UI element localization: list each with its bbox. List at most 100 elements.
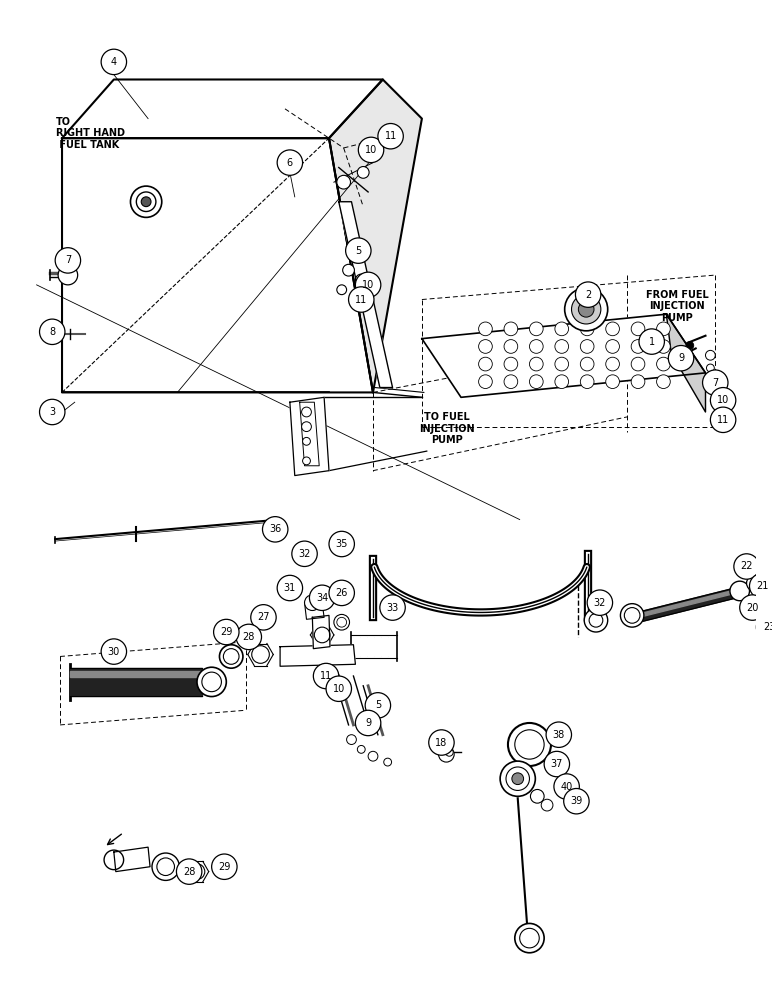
Circle shape bbox=[343, 264, 354, 276]
Circle shape bbox=[631, 340, 645, 353]
Circle shape bbox=[355, 272, 381, 298]
Text: 11: 11 bbox=[355, 295, 367, 305]
Circle shape bbox=[546, 722, 571, 747]
Circle shape bbox=[479, 322, 493, 336]
Circle shape bbox=[606, 322, 619, 336]
Circle shape bbox=[438, 746, 454, 762]
Text: 10: 10 bbox=[362, 280, 374, 290]
Circle shape bbox=[564, 288, 608, 331]
Circle shape bbox=[479, 357, 493, 371]
Text: 39: 39 bbox=[571, 796, 583, 806]
Circle shape bbox=[358, 137, 384, 163]
Text: 38: 38 bbox=[553, 730, 565, 740]
Circle shape bbox=[189, 864, 205, 879]
Polygon shape bbox=[290, 397, 329, 476]
Text: 29: 29 bbox=[218, 862, 231, 872]
Text: 11: 11 bbox=[320, 671, 332, 681]
Text: 7: 7 bbox=[65, 255, 71, 265]
Text: 34: 34 bbox=[316, 593, 328, 603]
Text: 10: 10 bbox=[365, 145, 378, 155]
Text: 7: 7 bbox=[712, 378, 719, 388]
Polygon shape bbox=[367, 637, 372, 656]
Circle shape bbox=[329, 580, 354, 606]
Circle shape bbox=[201, 672, 222, 692]
Circle shape bbox=[303, 457, 310, 465]
Text: 2: 2 bbox=[585, 290, 591, 300]
Text: 30: 30 bbox=[108, 647, 120, 657]
Circle shape bbox=[555, 340, 569, 353]
Circle shape bbox=[581, 322, 594, 336]
Text: 27: 27 bbox=[257, 612, 269, 622]
Circle shape bbox=[177, 859, 201, 884]
Text: 6: 6 bbox=[287, 158, 293, 168]
Circle shape bbox=[348, 287, 374, 312]
Circle shape bbox=[302, 407, 311, 417]
Circle shape bbox=[686, 342, 694, 349]
Text: 1: 1 bbox=[648, 337, 655, 347]
Circle shape bbox=[520, 928, 540, 948]
Circle shape bbox=[631, 357, 645, 371]
Circle shape bbox=[564, 788, 589, 814]
Circle shape bbox=[677, 357, 685, 365]
Circle shape bbox=[236, 624, 262, 650]
Circle shape bbox=[479, 375, 493, 389]
Circle shape bbox=[104, 850, 124, 870]
Text: 33: 33 bbox=[387, 603, 398, 613]
Text: 37: 37 bbox=[550, 759, 563, 769]
Circle shape bbox=[252, 646, 269, 663]
Circle shape bbox=[137, 192, 156, 212]
Polygon shape bbox=[313, 615, 330, 649]
Circle shape bbox=[606, 340, 619, 353]
Circle shape bbox=[251, 605, 276, 630]
Text: 20: 20 bbox=[747, 603, 759, 613]
Polygon shape bbox=[62, 79, 383, 138]
Circle shape bbox=[277, 150, 303, 175]
Polygon shape bbox=[381, 637, 386, 656]
Text: 10: 10 bbox=[333, 684, 345, 694]
Circle shape bbox=[329, 531, 354, 557]
Circle shape bbox=[326, 676, 351, 701]
Circle shape bbox=[141, 197, 151, 207]
Circle shape bbox=[710, 388, 736, 413]
Circle shape bbox=[512, 773, 523, 785]
Text: 4: 4 bbox=[111, 57, 117, 67]
Circle shape bbox=[355, 274, 367, 286]
Circle shape bbox=[504, 322, 518, 336]
Circle shape bbox=[757, 569, 771, 583]
Circle shape bbox=[262, 517, 288, 542]
Text: 28: 28 bbox=[183, 867, 195, 877]
Circle shape bbox=[625, 608, 640, 623]
Polygon shape bbox=[637, 590, 736, 617]
Text: 10: 10 bbox=[717, 395, 730, 405]
Circle shape bbox=[157, 858, 174, 876]
Circle shape bbox=[365, 693, 391, 718]
Circle shape bbox=[730, 581, 750, 601]
Polygon shape bbox=[69, 668, 201, 696]
Circle shape bbox=[197, 667, 226, 697]
Text: 5: 5 bbox=[355, 246, 361, 256]
Circle shape bbox=[304, 595, 320, 611]
Circle shape bbox=[757, 614, 772, 640]
Polygon shape bbox=[300, 402, 319, 466]
Circle shape bbox=[277, 575, 303, 601]
Polygon shape bbox=[388, 637, 392, 656]
Text: 18: 18 bbox=[435, 738, 448, 748]
Circle shape bbox=[368, 751, 378, 761]
Circle shape bbox=[575, 282, 601, 307]
Text: 26: 26 bbox=[336, 588, 348, 598]
Text: 21: 21 bbox=[756, 581, 768, 591]
Circle shape bbox=[750, 573, 772, 599]
Circle shape bbox=[313, 663, 339, 689]
Text: 32: 32 bbox=[594, 598, 606, 608]
Circle shape bbox=[584, 609, 608, 632]
Circle shape bbox=[292, 541, 317, 566]
Circle shape bbox=[378, 124, 403, 149]
Circle shape bbox=[303, 437, 310, 445]
Circle shape bbox=[530, 322, 543, 336]
Circle shape bbox=[39, 399, 65, 425]
Circle shape bbox=[541, 799, 553, 811]
Text: 3: 3 bbox=[49, 407, 56, 417]
Circle shape bbox=[515, 923, 544, 953]
Circle shape bbox=[314, 627, 330, 643]
Circle shape bbox=[504, 340, 518, 353]
